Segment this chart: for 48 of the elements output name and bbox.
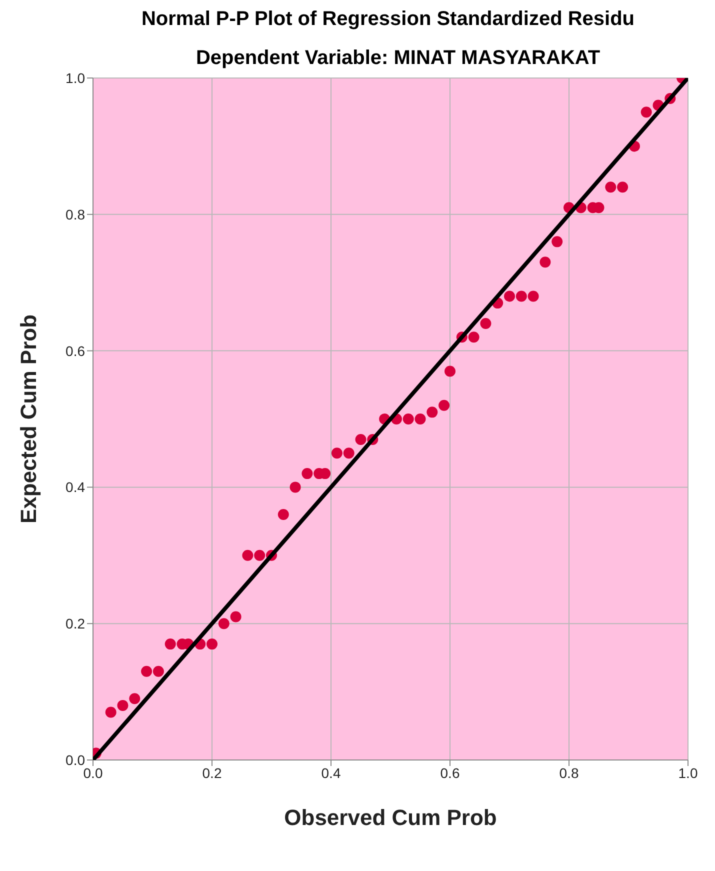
point xyxy=(528,290,539,302)
point xyxy=(164,638,176,650)
point xyxy=(302,468,313,480)
x-tick-label: 0.2 xyxy=(202,764,222,781)
point xyxy=(129,693,140,704)
x-tick-label: 1.0 xyxy=(678,764,698,781)
x-tick-label: 0.6 xyxy=(440,764,460,781)
point xyxy=(117,700,128,711)
point xyxy=(414,414,426,424)
y-tick-label: 1.0 xyxy=(66,70,86,86)
y-tick-label: 0.2 xyxy=(66,616,86,632)
point xyxy=(540,256,551,268)
point xyxy=(426,406,438,418)
point xyxy=(105,706,116,718)
point xyxy=(218,618,230,630)
point xyxy=(468,332,480,343)
point xyxy=(516,290,527,302)
x-tick-label: 0.4 xyxy=(321,764,341,781)
point xyxy=(552,236,563,248)
point xyxy=(152,666,164,677)
y-tick-label: 0.4 xyxy=(66,479,86,496)
point xyxy=(343,448,354,459)
x-tick-label: 0.0 xyxy=(83,764,103,781)
point xyxy=(605,182,616,193)
y-tick-label: 0.8 xyxy=(66,206,86,222)
point xyxy=(444,366,456,377)
point xyxy=(480,318,492,330)
point xyxy=(206,638,218,650)
point xyxy=(640,106,652,118)
x-axis-title: Observed Cum Prob xyxy=(284,805,497,830)
point xyxy=(230,611,242,622)
point xyxy=(504,290,515,302)
point xyxy=(355,434,366,445)
y-axis-title: Expected Cum Prob xyxy=(16,314,41,524)
point xyxy=(254,550,266,561)
point xyxy=(278,508,289,520)
x-tick-label: 0.8 xyxy=(559,764,579,781)
point xyxy=(617,182,628,193)
point xyxy=(331,448,342,459)
chart-title: Normal P-P Plot of Regression Standardized Residu xyxy=(140,8,636,31)
chart-subtitle: Dependent Variable: MINAT MASYARAKAT xyxy=(194,47,602,70)
point xyxy=(438,400,450,411)
y-tick-label: 0.6 xyxy=(66,342,86,359)
point xyxy=(242,550,254,561)
point xyxy=(402,414,414,424)
point xyxy=(141,666,152,677)
point xyxy=(290,482,301,493)
y-tick-label: 0.0 xyxy=(66,752,86,768)
